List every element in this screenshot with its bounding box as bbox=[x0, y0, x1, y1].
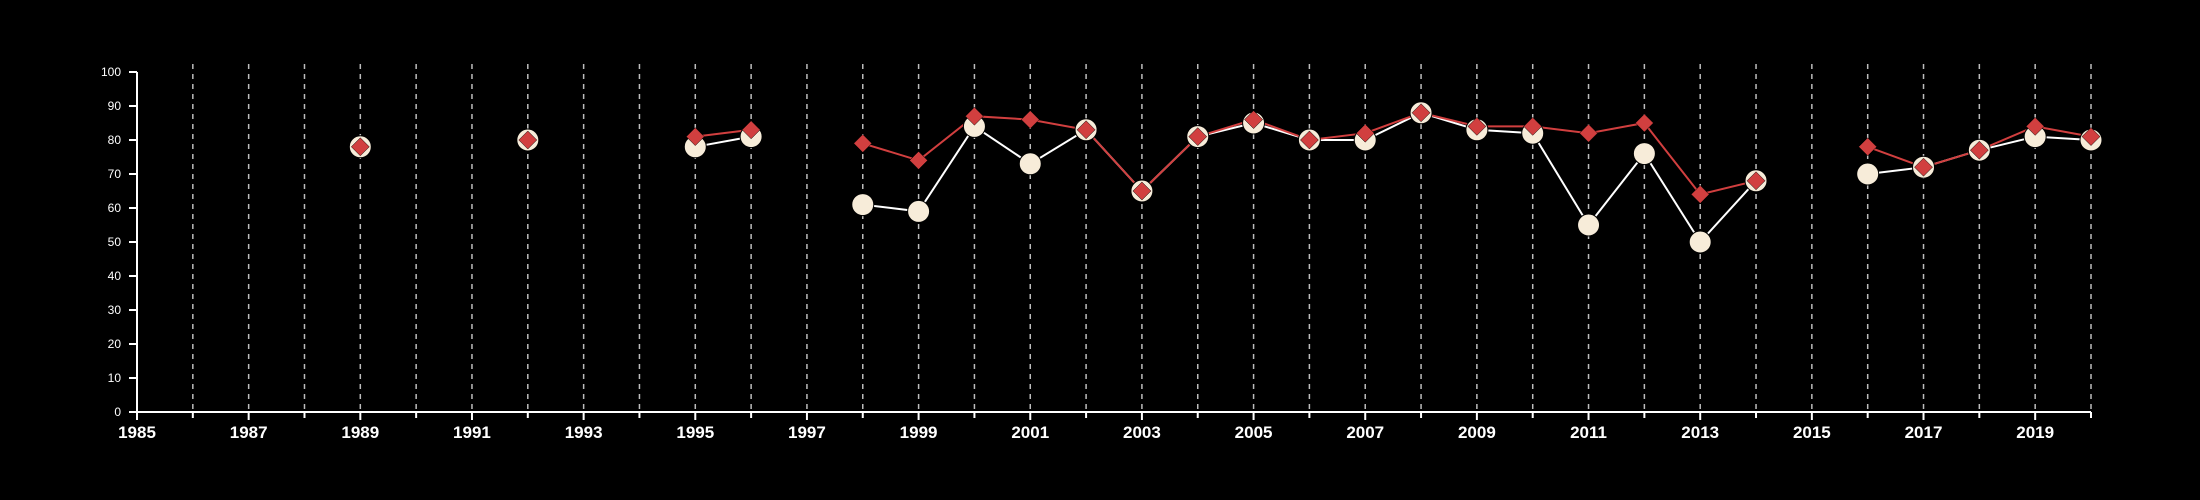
series-1-diamond-point bbox=[1355, 123, 1375, 143]
series-1-diamond-point bbox=[1411, 103, 1431, 123]
x-tick-label: 1989 bbox=[341, 423, 379, 442]
y-tick-label: 50 bbox=[108, 235, 122, 249]
series-0-circle-point bbox=[851, 193, 875, 217]
series-1-diamond-point bbox=[518, 130, 538, 150]
y-tick-label: 10 bbox=[108, 371, 122, 385]
y-tick-label: 100 bbox=[101, 65, 121, 79]
series-1-diamond-point bbox=[1690, 185, 1710, 204]
series-1-diamond-point bbox=[1914, 157, 1933, 177]
x-tick-label: 2015 bbox=[1793, 423, 1831, 442]
x-tick-label: 2017 bbox=[1905, 423, 1943, 442]
y-tick-label: 0 bbox=[114, 405, 121, 419]
series-1-diamond-point bbox=[1132, 181, 1152, 201]
series-1-diamond-point bbox=[2025, 117, 2045, 136]
x-tick-label: 2007 bbox=[1346, 423, 1384, 442]
x-tick-label: 2001 bbox=[1011, 423, 1049, 442]
series-1-diamond-point bbox=[741, 120, 761, 140]
x-tick-label: 2005 bbox=[1235, 423, 1273, 442]
series-1-diamond-point bbox=[1244, 110, 1263, 129]
y-tick-label: 90 bbox=[108, 99, 122, 113]
series-0-circle-point bbox=[1856, 162, 1880, 186]
x-tick-label: 1985 bbox=[118, 423, 156, 442]
series-1-diamond-point bbox=[2081, 127, 2101, 146]
series-1-diamond-point bbox=[1523, 117, 1543, 136]
tick-labels: 0 10 20 30 40 50 60 70 80 90 100 1985 1987 1989 1991 19… bbox=[101, 65, 2054, 442]
series-1-diamond-point bbox=[1300, 130, 1319, 150]
series-0-circle-point bbox=[1688, 230, 1712, 254]
data-series bbox=[348, 101, 2103, 254]
axes bbox=[129, 71, 2092, 420]
x-tick-label: 1991 bbox=[453, 423, 491, 442]
y-tick-label: 30 bbox=[108, 303, 122, 317]
x-tick-label: 2011 bbox=[1570, 423, 1607, 442]
x-tick-label: 2013 bbox=[1681, 423, 1719, 442]
x-tick-label: 2003 bbox=[1123, 423, 1161, 442]
series-1-diamond-point bbox=[1467, 117, 1487, 136]
series-1-diamond-point bbox=[1635, 113, 1654, 133]
x-tick-label: 1999 bbox=[900, 423, 938, 442]
series-0-circle-point bbox=[1632, 142, 1656, 166]
series-1-diamond-point bbox=[1188, 127, 1208, 146]
series-1-diamond-point bbox=[350, 137, 370, 157]
y-tick-label: 20 bbox=[108, 337, 122, 351]
series-1-diamond-point bbox=[1746, 171, 1766, 191]
x-tick-label: 1987 bbox=[230, 423, 268, 442]
series-1-diamond-point bbox=[685, 127, 705, 146]
x-tick-label: 2019 bbox=[2016, 423, 2054, 442]
x-tick-label: 1995 bbox=[676, 423, 714, 442]
series-0-circle-point bbox=[1577, 213, 1601, 237]
y-tick-label: 80 bbox=[108, 133, 122, 147]
series-0-circle-point bbox=[907, 199, 931, 223]
series-1-diamond-point bbox=[1579, 123, 1598, 143]
series-1-diamond-point bbox=[965, 106, 984, 126]
series-1-diamond-point bbox=[853, 134, 873, 153]
grid-lines bbox=[192, 64, 2092, 412]
series-1-diamond-point bbox=[1969, 140, 1989, 160]
y-tick-label: 40 bbox=[108, 269, 122, 283]
y-tick-label: 60 bbox=[108, 201, 122, 215]
series-0-circle-point bbox=[1018, 152, 1042, 176]
x-tick-label: 1997 bbox=[788, 423, 826, 442]
series-1-diamond-point bbox=[1076, 120, 1096, 140]
series-1-diamond-point bbox=[1858, 137, 1878, 157]
series-1-diamond-point bbox=[1020, 110, 1040, 129]
x-tick-label: 2009 bbox=[1458, 423, 1496, 442]
y-tick-label: 70 bbox=[108, 167, 122, 181]
series-1-diamond-point bbox=[909, 151, 928, 170]
x-tick-label: 1993 bbox=[565, 423, 603, 442]
